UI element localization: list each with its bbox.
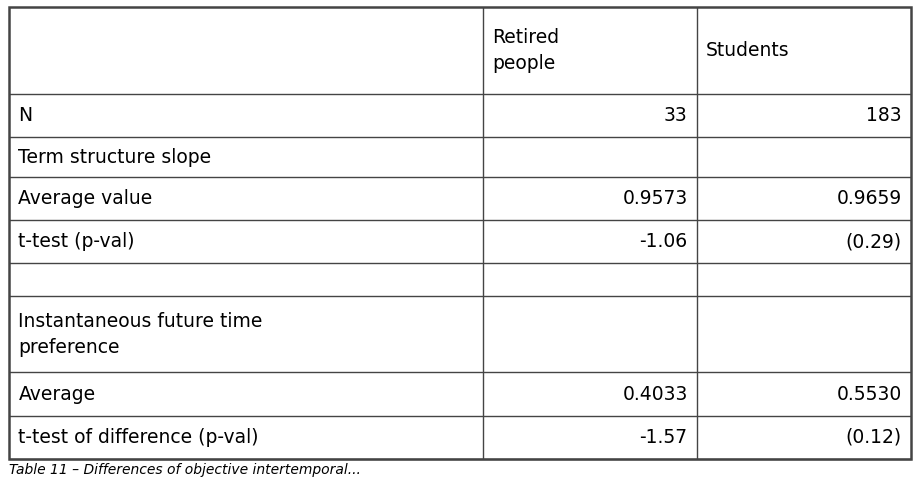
Text: Retired
people: Retired people (492, 28, 559, 74)
Text: (0.12): (0.12) (845, 428, 901, 447)
Text: 0.9659: 0.9659 (835, 189, 901, 208)
Text: 183: 183 (865, 106, 901, 125)
Text: Instantaneous future time
preference: Instantaneous future time preference (18, 312, 263, 357)
Text: 0.5530: 0.5530 (835, 385, 901, 404)
Text: t-test of difference (p-val): t-test of difference (p-val) (18, 428, 258, 447)
Text: (0.29): (0.29) (845, 232, 901, 251)
Text: Table 11 – Differences of objective intertemporal...: Table 11 – Differences of objective inte… (9, 463, 360, 477)
Text: Students: Students (706, 41, 789, 60)
Text: 33: 33 (664, 106, 687, 125)
Text: Term structure slope: Term structure slope (18, 148, 211, 166)
Text: -1.06: -1.06 (639, 232, 687, 251)
Text: N: N (18, 106, 32, 125)
Text: 0.9573: 0.9573 (622, 189, 687, 208)
Text: Average: Average (18, 385, 96, 404)
Text: Average value: Average value (18, 189, 153, 208)
Text: -1.57: -1.57 (639, 428, 687, 447)
Text: t-test (p-val): t-test (p-val) (18, 232, 135, 251)
Text: 0.4033: 0.4033 (621, 385, 687, 404)
